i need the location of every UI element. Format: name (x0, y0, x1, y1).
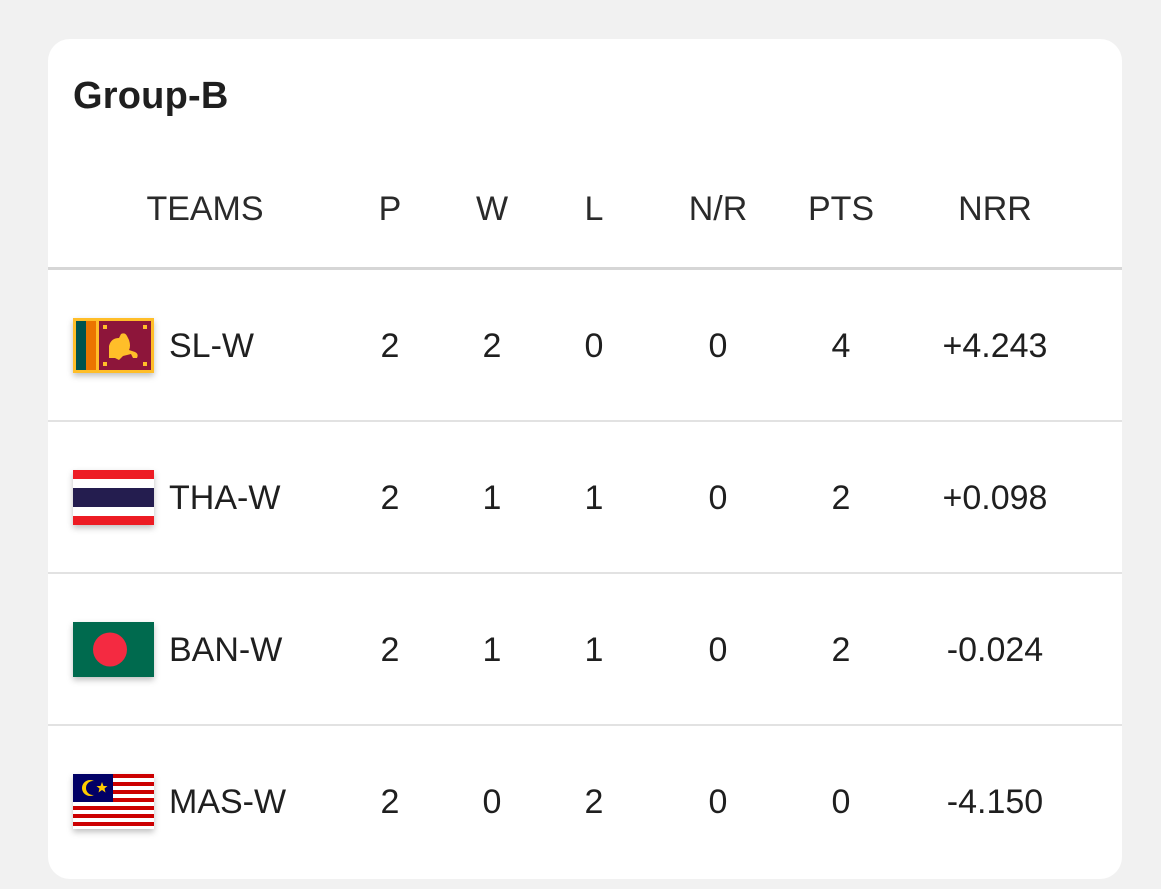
group-title: Group-B (73, 75, 229, 117)
column-header-won: W (475, 190, 509, 228)
no-result-value: 0 (708, 783, 728, 821)
team-name: THA-W (169, 479, 281, 517)
won-value: 1 (482, 479, 502, 517)
nrr-value: +0.098 (942, 479, 1048, 517)
column-header-teams: TEAMS (146, 190, 264, 228)
table-row[interactable]: SL-W 2 2 0 0 4 +4.243 (48, 270, 1122, 422)
nrr-value: -0.024 (946, 631, 1044, 669)
played-value: 2 (380, 327, 400, 365)
thailand-flag-icon (73, 470, 154, 525)
lost-value: 0 (584, 327, 604, 365)
lost-value: 1 (584, 479, 604, 517)
row-divider (48, 572, 1122, 574)
table-row[interactable]: BAN-W 2 1 1 0 2 -0.024 (48, 574, 1122, 726)
standings-card: Group-B TEAMS P W L N/R PTS NRR SL-W 2 (48, 39, 1122, 879)
nrr-value: +4.243 (942, 327, 1048, 365)
row-divider (48, 420, 1122, 422)
won-value: 0 (482, 783, 502, 821)
lost-value: 2 (584, 783, 604, 821)
no-result-value: 0 (708, 631, 728, 669)
points-value: 2 (831, 631, 851, 669)
team-name: MAS-W (169, 783, 287, 821)
row-divider (48, 724, 1122, 726)
bangladesh-flag-icon (73, 622, 154, 677)
table-header: TEAMS P W L N/R PTS NRR (48, 187, 1122, 231)
won-value: 1 (482, 631, 502, 669)
played-value: 2 (380, 631, 400, 669)
no-result-value: 0 (708, 479, 728, 517)
header-divider (48, 267, 1122, 270)
team-name: BAN-W (169, 631, 283, 669)
column-header-played: P (378, 190, 402, 228)
lost-value: 1 (584, 631, 604, 669)
no-result-value: 0 (708, 327, 728, 365)
played-value: 2 (380, 479, 400, 517)
column-header-no-result: N/R (688, 190, 748, 228)
played-value: 2 (380, 783, 400, 821)
table-row[interactable]: MAS-W 2 0 2 0 0 -4.150 (48, 726, 1122, 878)
nrr-value: -4.150 (946, 783, 1044, 821)
column-header-lost: L (584, 190, 604, 228)
points-value: 2 (831, 479, 851, 517)
team-name: SL-W (169, 327, 254, 365)
column-header-nrr: NRR (958, 190, 1032, 228)
won-value: 2 (482, 327, 502, 365)
column-header-points: PTS (807, 190, 875, 228)
malaysia-flag-icon (73, 774, 154, 829)
sri-lanka-flag-icon (73, 318, 154, 373)
points-value: 0 (831, 783, 851, 821)
table-row[interactable]: THA-W 2 1 1 0 2 +0.098 (48, 422, 1122, 574)
points-value: 4 (831, 327, 851, 365)
